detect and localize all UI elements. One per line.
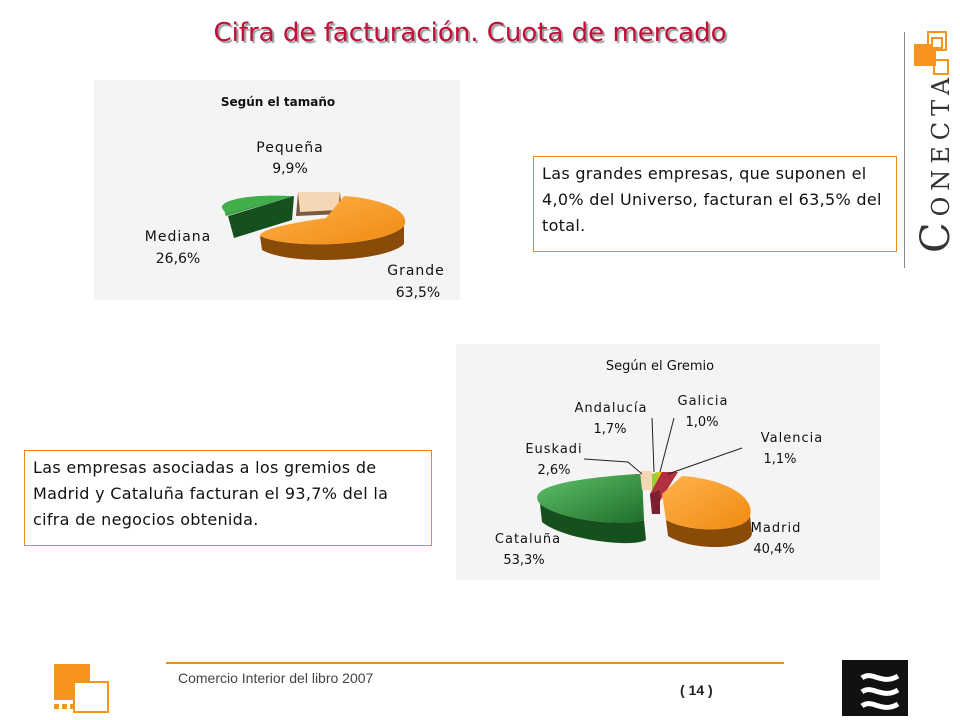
guild-chart-title: Según el Gremio [606,359,714,374]
page-title: Cifra de facturación. Cuota de mercado [213,18,727,48]
value-euskadi: 2,6% [537,463,570,478]
slice-mediana [225,196,294,216]
brand-logo: CONECTA [900,28,960,268]
value-mediana: 26,6% [156,251,200,267]
footer-squares-icon [54,664,109,713]
guild-pie-svg: Según el Gremio Andalucía 1,7% Galicia 1… [495,359,823,568]
footer-text: Comercio Interior del libro 2007 [178,670,374,686]
label-madrid: Madrid [751,521,802,536]
slice-cataluna [537,474,644,523]
size-chart-title: Según el tamaño [221,95,335,109]
leader-euskadi [583,458,643,475]
brand-rest: ONECTA [927,71,955,217]
label-valencia: Valencia [761,431,823,446]
brand-initial: C [913,216,959,253]
size-callout: Las grandes empresas, que suponen el 4,0… [533,156,897,252]
guild-callout: Las empresas asociadas a los gremios de … [24,450,432,546]
label-pequena: Pequeña [256,140,323,156]
slice-euskadi [640,471,652,490]
slice-grande [260,196,406,245]
slice-mediana-top [221,195,294,214]
publisher-logo-icon [842,660,908,716]
footer-divider [166,662,784,664]
page-number: ( 14 ) [680,682,713,698]
brand-wordmark: CONECTA [913,63,959,253]
value-valencia: 1,1% [763,452,796,467]
slice-madrid [662,476,751,530]
slice-madrid-side [666,516,752,548]
leader-andalucia [651,417,655,473]
value-galicia: 1,0% [685,415,718,430]
value-cataluna: 53,3% [503,553,544,568]
value-pequena: 9,9% [272,161,308,177]
slice-grande-side [260,226,404,261]
label-cataluna: Cataluña [495,532,561,547]
value-andalucia: 1,7% [593,422,626,437]
value-madrid: 40,4% [753,542,794,557]
slice-cataluna-side [540,504,646,544]
label-grande: Grande [387,263,445,279]
value-grande: 63,5% [396,285,440,300]
brand-squares-icon [914,31,949,75]
label-mediana: Mediana [145,229,212,245]
slice-mediana-side [228,196,294,238]
slice-valencia-side [650,490,660,514]
slice-pequena [298,192,340,212]
label-euskadi: Euskadi [525,442,582,457]
guild-pie-chart: Según el Gremio Andalucía 1,7% Galicia 1… [456,344,880,580]
leader-galicia [659,417,675,473]
label-andalucia: Andalucía [575,401,648,416]
label-galicia: Galicia [678,394,729,409]
size-pie-chart: Según el tamaño Pequeña 9,9% Mediana 26,… [94,80,460,300]
brand-divider [904,32,905,268]
size-pie-svg: Según el tamaño Pequeña 9,9% Mediana 26,… [145,95,445,300]
leader-valencia [667,447,743,475]
